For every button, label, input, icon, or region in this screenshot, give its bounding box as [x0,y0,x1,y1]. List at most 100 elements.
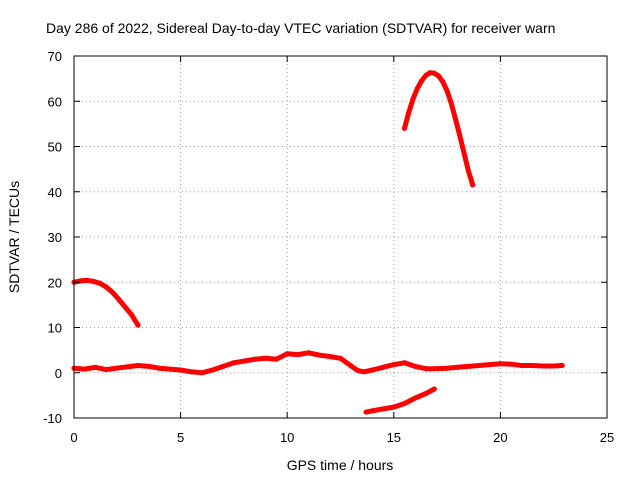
data-point [129,312,135,318]
data-point [146,363,152,369]
data-point [414,86,420,92]
data-point [220,363,226,369]
data-point [431,386,437,392]
y-tick-label: -10 [43,411,62,426]
data-point [440,79,446,85]
data-point [470,182,476,188]
data-point [436,73,442,79]
x-tick-label: 20 [493,430,507,445]
data-point [327,353,333,359]
data-point [274,356,280,362]
data-point [114,365,120,371]
data-point [453,116,459,122]
data-point [401,125,407,131]
data-point [316,352,322,358]
x-axis-label: GPS time / hours [287,457,394,473]
data-point [529,363,535,369]
data-point [423,391,429,397]
data-point [92,364,98,370]
data-point [124,364,130,370]
data-point [199,370,205,376]
x-tick-label: 25 [600,430,614,445]
data-point [103,367,109,373]
data-point [355,367,361,373]
y-tick-label: 60 [48,94,62,109]
data-point [122,304,128,310]
data-point [406,110,412,116]
data-point [444,365,450,371]
y-tick-label: 10 [48,321,62,336]
data-point [178,367,184,373]
data-point [231,360,237,366]
data-point [455,364,461,370]
x-tick-label: 10 [280,430,294,445]
data-point [391,404,397,410]
data-point [135,363,141,369]
data-point [103,284,109,290]
data-point [156,365,162,371]
data-point [369,367,375,373]
x-tick-label: 15 [387,430,401,445]
data-point [306,350,312,356]
data-point [295,352,301,358]
data-point [465,363,471,369]
data-point [427,70,433,76]
data-point [551,363,557,369]
data-point [508,361,514,367]
data-point [380,364,386,370]
y-tick-label: 30 [48,230,62,245]
data-point [410,96,416,102]
y-tick-label: 40 [48,185,62,200]
data-point [487,362,493,368]
data-point [135,322,141,328]
data-point [540,363,546,369]
data-point [465,168,471,174]
data-point [412,363,418,369]
data-point [242,358,248,364]
data-point [116,296,122,302]
data-point [423,366,429,372]
data-point [284,351,290,357]
data-point [419,78,425,84]
y-tick-label: 70 [48,49,62,64]
data-point [263,355,269,361]
x-tick-label: 5 [177,430,184,445]
data-point [210,367,216,373]
data-point [401,401,407,407]
data-point [188,369,194,375]
grid [74,56,607,418]
x-tick-label: 0 [70,430,77,445]
data-point [497,361,503,367]
data-point [361,369,367,375]
y-tick-label: 20 [48,275,62,290]
data-point [448,101,454,107]
y-axis-label: SDTVAR / TECUs [6,181,22,293]
data-point [252,356,258,362]
data-point [348,363,354,369]
data-point [519,363,525,369]
y-tick-label: 50 [48,140,62,155]
data-point [82,366,88,372]
data-point [444,88,450,94]
data-point [380,406,386,412]
series-layer [71,70,565,415]
data-point [431,70,437,76]
data-point [167,366,173,372]
data-point [90,278,96,284]
data-point [476,363,482,369]
data-point [338,355,343,361]
data-point [461,151,467,157]
y-tick-label: 0 [55,366,62,381]
data-point [423,72,429,78]
data-point [391,362,397,368]
data-point [97,280,103,286]
data-point [559,363,565,369]
data-point [433,366,439,372]
chart-title: Day 286 of 2022, Sidereal Day-to-day VTE… [46,20,555,36]
data-point [412,395,418,401]
data-point [369,408,375,414]
data-point [84,277,90,283]
data-point [363,409,369,415]
